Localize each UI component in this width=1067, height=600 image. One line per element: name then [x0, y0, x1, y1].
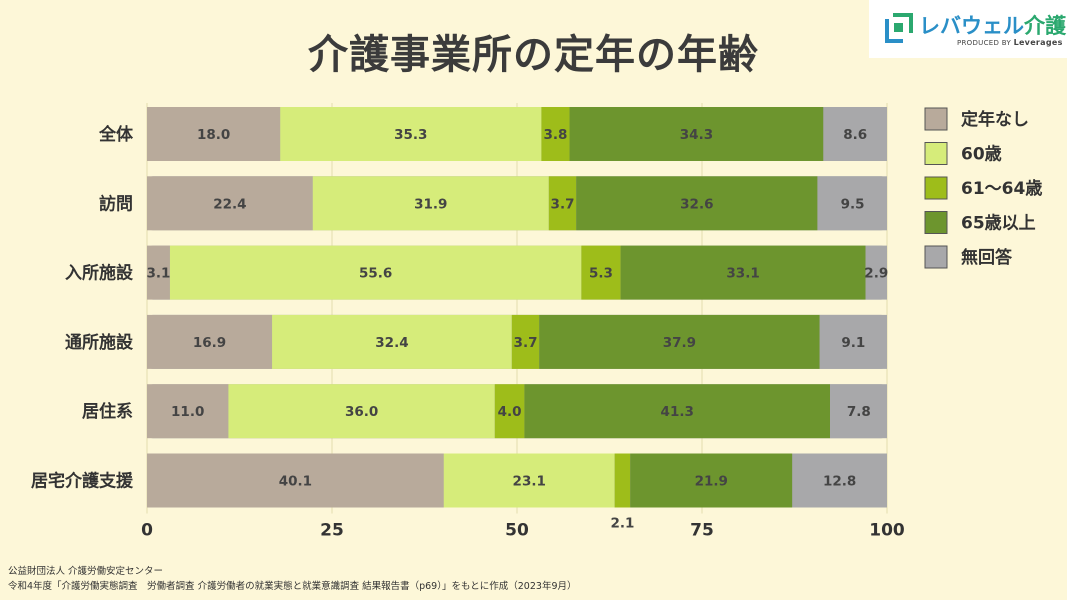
bar-segment: [620, 245, 866, 300]
bar-segment: [272, 314, 512, 369]
data-label: 9.1: [841, 335, 865, 351]
category-label: 全体: [98, 124, 134, 145]
bar-segment: [630, 453, 793, 508]
data-label: 3.7: [551, 196, 575, 212]
bar-segment: [147, 245, 170, 300]
data-label: 2.1: [610, 516, 634, 532]
category-label: 居住系: [82, 401, 133, 422]
legend-label: 60歳: [961, 144, 1002, 165]
logo-subtitle: PRODUCED BY Leverages: [957, 38, 1063, 47]
data-label: 8.6: [843, 127, 867, 143]
source-footer: 公益財団法人 介護労働安定センター 令和4年度「介護労働実態調査 労働者調査 介…: [8, 564, 577, 594]
data-label: 16.9: [193, 335, 226, 351]
data-label: 33.1: [726, 266, 759, 282]
data-label: 4.0: [498, 404, 522, 420]
bar-segment: [865, 245, 887, 300]
bar-segment: [792, 453, 887, 508]
data-label: 12.8: [823, 474, 856, 490]
bar-segment: [541, 107, 570, 161]
category-label: 入所施設: [65, 263, 134, 284]
data-label: 7.8: [847, 404, 871, 420]
bar-segment: [539, 314, 820, 369]
data-label: 23.1: [513, 474, 546, 490]
stacked-bar-chart: 全体 18.0 35.3 3.8 34.3 8.6 訪問 22.4 31.9 3.7 32.6 9.5…: [31, 103, 1042, 541]
data-label: 32.6: [680, 196, 713, 212]
logo-produced-by: PRODUCED BY: [957, 39, 1012, 47]
bar-segment: [147, 384, 229, 439]
logo-text: レバウェル介護: [919, 10, 1066, 40]
data-label: 55.6: [359, 266, 392, 282]
bar-segment: [576, 176, 818, 231]
bar-segment: [569, 107, 824, 161]
bar-segment: [819, 314, 887, 369]
bar-segment: [147, 107, 281, 161]
data-label: 3.1: [147, 266, 171, 282]
bar-segment: [548, 176, 577, 231]
footer-line-source: 公益財団法人 介護労働安定センター: [8, 566, 164, 577]
data-label: 18.0: [197, 127, 230, 143]
data-label: 2.9: [864, 266, 888, 282]
x-tick-label: 75: [690, 521, 714, 541]
bar-segment: [169, 245, 582, 300]
data-label: 37.9: [663, 335, 696, 351]
category-label: 居宅介護支援: [31, 471, 134, 492]
data-label: 3.8: [544, 127, 568, 143]
legend-label: 61〜64歳: [961, 178, 1042, 199]
data-label: 3.7: [514, 335, 538, 351]
data-label: 32.4: [375, 335, 408, 351]
bar-segment: [614, 453, 631, 508]
data-label: 34.3: [680, 127, 713, 143]
legend-swatch: [924, 142, 948, 165]
category-label: 通所施設: [65, 332, 134, 353]
data-label: 5.3: [589, 266, 613, 282]
category-label: 訪問: [99, 193, 133, 214]
x-tick-label: 50: [505, 521, 529, 541]
brand-logo: レバウェル介護 PRODUCED BY Leverages: [869, 0, 1067, 58]
logo-mark-icon: [885, 13, 913, 43]
bar-segment: [524, 384, 831, 439]
bar-segment: [147, 176, 313, 231]
logo-company: Leverages: [1013, 38, 1063, 47]
legend-label: 無回答: [961, 247, 1013, 268]
data-label: 22.4: [213, 196, 246, 212]
bar-segment: [228, 384, 495, 439]
legend-swatch: [924, 107, 948, 131]
x-tick-label: 100: [869, 521, 905, 541]
x-tick-label: 25: [320, 521, 344, 541]
data-label: 41.3: [661, 404, 694, 420]
logo-brand-accent: 介護: [1024, 14, 1066, 38]
bar-segment: [511, 314, 540, 369]
legend-label: 65歳以上: [961, 213, 1036, 234]
bar-segment: [312, 176, 549, 231]
bar-segment: [830, 384, 887, 439]
footer-line-citation: 令和4年度「介護労働実態調査 労働者調査 介護労働者の就業実態と就業意識調査 結…: [8, 581, 577, 592]
page-title: 介護事業所の定年の年齢: [308, 32, 759, 78]
logo-brand: レバウェル: [919, 14, 1024, 38]
legend-label: 定年なし: [961, 109, 1029, 130]
bar-segment: [817, 176, 887, 231]
bar-segment: [823, 107, 887, 161]
legend-swatch: [924, 176, 948, 200]
data-label: 35.3: [394, 127, 427, 143]
data-label: 36.0: [345, 404, 378, 420]
data-label: 40.1: [279, 474, 312, 490]
bar-segment: [443, 453, 615, 508]
bar-segment: [147, 314, 273, 369]
bar-segment: [280, 107, 542, 161]
data-label: 11.0: [171, 404, 204, 420]
x-tick-label: 0: [141, 521, 153, 541]
data-label: 31.9: [414, 196, 447, 212]
bar-segment: [581, 245, 621, 300]
legend-swatch: [924, 211, 948, 234]
data-label: 9.5: [841, 196, 865, 212]
data-label: 21.9: [695, 474, 728, 490]
bar-segment: [494, 384, 525, 439]
legend-swatch: [924, 245, 948, 269]
bar-segment: [147, 453, 444, 508]
